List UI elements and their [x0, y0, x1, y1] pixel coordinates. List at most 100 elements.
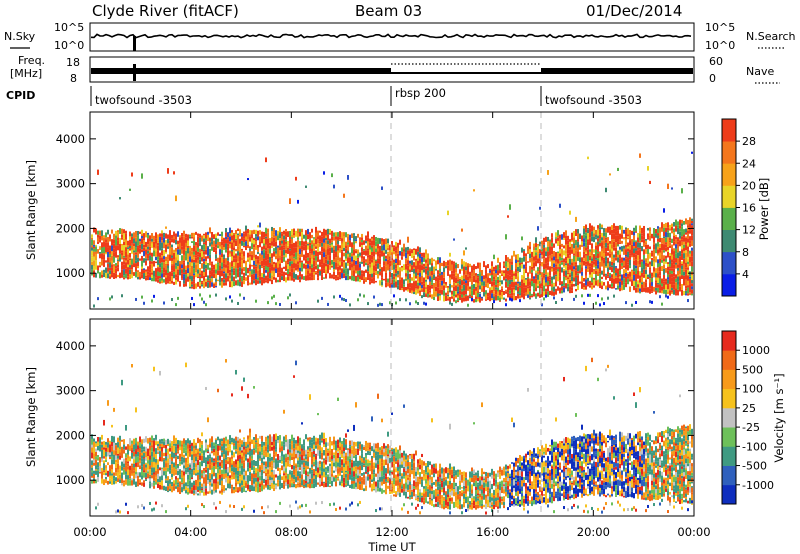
power-echo-cell — [687, 227, 689, 231]
power-echo-cell — [485, 283, 487, 288]
velocity-echo-cell — [211, 436, 213, 443]
velocity-echo-cell — [133, 473, 135, 479]
power-echo-cell — [329, 233, 331, 235]
power-echo-cell — [683, 253, 685, 259]
velocity-echo-cell — [105, 479, 107, 484]
velocity-echo-cell — [131, 473, 133, 476]
power-echo-cell — [373, 240, 375, 246]
power-echo-cell — [141, 295, 143, 299]
velocity-echo-cell — [239, 438, 241, 444]
power-echo-cell — [419, 265, 421, 271]
power-echo-cell — [649, 180, 651, 185]
power-echo-cell — [269, 238, 271, 243]
power-echo-cell — [453, 273, 455, 277]
power-echo-cell — [597, 258, 599, 261]
power-echo-cell — [569, 274, 571, 278]
power-echo-cell — [579, 244, 581, 250]
power-echo-cell — [647, 248, 649, 255]
power-echo-cell — [673, 222, 675, 227]
power-echo-cell — [255, 236, 257, 240]
velocity-echo-cell — [149, 481, 151, 484]
velocity-echo-cell — [191, 468, 193, 473]
power-echo-cell — [627, 272, 629, 274]
power-echo-cell — [603, 257, 605, 260]
power-echo-cell — [623, 284, 625, 290]
velocity-echo-cell — [221, 459, 223, 464]
velocity-echo-cell — [135, 471, 137, 475]
power-echo-cell — [687, 267, 689, 270]
power-colorbar-label: 28 — [742, 135, 756, 148]
velocity-echo-cell — [183, 489, 185, 491]
power-echo-cell — [615, 231, 617, 236]
power-echo-cell — [263, 277, 265, 284]
power-echo-cell — [325, 235, 327, 238]
power-echo-cell — [671, 223, 673, 227]
power-echo-cell — [675, 239, 677, 245]
power-echo-cell — [525, 256, 527, 262]
power-echo-cell — [677, 225, 679, 228]
power-echo-cell — [291, 261, 293, 264]
power-echo-cell — [97, 249, 99, 254]
power-echo-cell — [535, 278, 537, 284]
power-echo-cell — [99, 263, 101, 266]
velocity-echo-cell — [147, 450, 149, 457]
power-echo-cell — [531, 281, 533, 287]
power-echo-cell — [625, 229, 627, 232]
velocity-echo-cell — [249, 485, 251, 490]
power-echo-cell — [241, 250, 243, 255]
power-echo-cell — [461, 268, 463, 271]
power-echo-cell — [653, 242, 655, 245]
power-echo-cell — [575, 277, 577, 283]
power-echo-cell — [589, 260, 591, 262]
velocity-echo-cell — [235, 440, 237, 446]
velocity-echo-cell — [107, 480, 109, 485]
power-echo-cell — [631, 250, 633, 256]
power-echo-cell — [487, 296, 489, 301]
velocity-echo-cell — [237, 478, 239, 482]
power-echo-cell — [107, 247, 109, 252]
power-echo-cell — [421, 284, 423, 289]
velocity-echo-cell — [255, 481, 257, 484]
velocity-echo-cell — [159, 482, 161, 485]
velocity-echo-cell — [113, 480, 115, 485]
power-echo-cell — [687, 264, 689, 268]
nsearch-label: N.Search — [746, 30, 796, 43]
power-echo-cell — [505, 273, 507, 279]
power-echo-cell — [619, 263, 621, 268]
power-echo-cell — [151, 252, 153, 257]
power-echo-cell — [691, 266, 693, 272]
power-echo-cell — [489, 268, 491, 271]
velocity-echo-cell — [131, 480, 133, 486]
power-echo-cell — [157, 240, 159, 243]
velocity-echo-cell — [285, 475, 287, 479]
power-echo-cell — [389, 271, 391, 278]
power-echo-cell — [373, 245, 375, 252]
power-echo-cell — [345, 275, 347, 281]
power-echo-cell — [343, 298, 345, 302]
velocity-echo-cell — [195, 463, 197, 468]
power-echo-cell — [245, 239, 247, 242]
power-echo-cell — [95, 260, 97, 266]
power-echo-cell — [117, 240, 119, 242]
power-echo-cell — [357, 298, 359, 302]
power-echo-cell — [673, 251, 675, 255]
power-echo-cell — [391, 241, 393, 248]
power-echo-cell — [175, 239, 177, 245]
power-echo-cell — [225, 236, 227, 240]
velocity-echo-cell — [205, 439, 207, 443]
power-echo-cell — [187, 276, 189, 282]
power-echo-cell — [679, 262, 681, 268]
power-echo-cell — [209, 267, 211, 271]
power-echo-cell — [443, 295, 445, 302]
power-echo-cell — [401, 256, 403, 260]
power-echo-cell — [163, 301, 165, 305]
power-echo-cell — [553, 284, 555, 287]
power-echo-cell — [197, 273, 199, 277]
freq-lower-tick: 8 — [70, 72, 77, 85]
power-echo-cell — [449, 274, 451, 278]
power-y-tick-label: 1000 — [56, 266, 85, 280]
power-echo-cell — [291, 268, 293, 273]
power-echo-cell — [439, 280, 441, 283]
velocity-echo-cell — [153, 474, 155, 481]
velocity-echo-cell — [205, 386, 207, 390]
